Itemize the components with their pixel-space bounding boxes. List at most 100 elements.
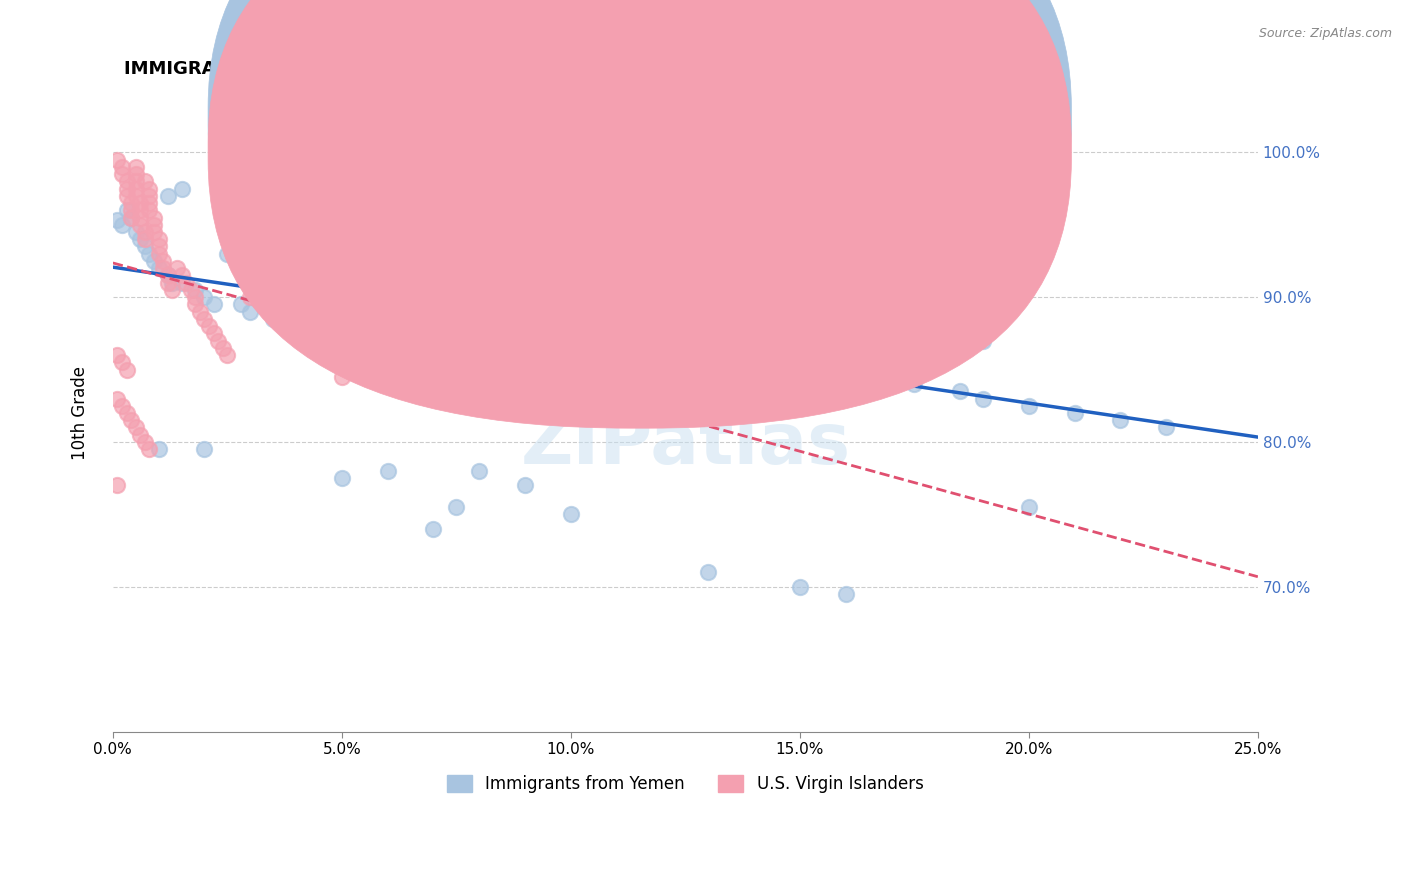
Point [152,261,174,276]
Point [115,406,138,420]
Point [138,181,160,195]
Point [170,181,193,195]
Point [1018,399,1040,413]
Point [120,413,142,427]
Point [156,268,179,283]
Point [115,188,138,202]
Point [202,326,225,341]
Point [156,188,179,202]
Point [129,211,152,225]
Point [111,167,134,181]
Point [120,211,142,225]
Point [377,377,399,392]
Point [927,319,949,334]
Point [148,246,170,260]
Point [217,348,239,362]
Point [789,290,811,304]
Point [537,348,560,362]
Point [217,196,239,211]
Point [115,174,138,188]
Point [353,334,375,348]
Point [134,232,156,246]
Point [972,334,994,348]
Point [858,377,880,392]
Point [491,334,513,348]
Point [697,276,720,290]
Point [606,246,628,260]
Point [308,283,330,297]
Point [262,297,284,311]
Point [651,261,673,276]
Point [202,297,225,311]
Point [148,261,170,276]
Point [858,311,880,326]
Point [789,580,811,594]
Point [285,276,308,290]
Point [184,283,207,297]
Point [129,218,152,232]
Point [766,290,789,304]
Point [129,196,152,211]
Point [446,500,468,515]
Point [697,566,720,580]
Point [560,508,582,522]
Point [468,341,491,355]
Point [628,348,651,362]
Point [134,434,156,449]
Point [143,218,166,232]
Point [239,188,262,202]
Point [742,283,765,297]
Point [628,254,651,268]
Point [162,283,184,297]
Point [138,188,160,202]
Point [188,304,211,318]
Point [111,399,134,413]
Text: R = -0.408    N = 48: R = -0.408 N = 48 [654,105,852,123]
Point [148,232,170,246]
Point [193,442,215,457]
Point [115,362,138,376]
Point [720,369,742,384]
Point [239,304,262,318]
Point [880,311,903,326]
Point [193,311,215,326]
Point [156,276,179,290]
Point [107,392,129,406]
Point [211,341,233,355]
Point [134,225,156,239]
Point [330,369,353,384]
Point [353,203,375,218]
Point [148,442,170,457]
Point [606,355,628,369]
Point [949,326,972,341]
Text: ZIPatlas: ZIPatlas [520,410,851,479]
Point [399,319,422,334]
Point [143,254,166,268]
Point [107,213,129,227]
Point [148,239,170,253]
Point [377,334,399,348]
Point [170,268,193,283]
Point [560,246,582,260]
Point [174,276,197,290]
Point [125,181,148,195]
Point [972,392,994,406]
Point [377,464,399,478]
Point [138,203,160,218]
Point [107,478,129,492]
Point [468,464,491,478]
Text: Source: ZipAtlas.com: Source: ZipAtlas.com [1258,27,1392,40]
Point [125,420,148,434]
Point [156,268,179,283]
Point [239,290,262,304]
Point [560,326,582,341]
Point [125,160,148,174]
Point [1018,500,1040,515]
Point [276,203,298,218]
Point [162,276,184,290]
Point [125,174,148,188]
Point [143,225,166,239]
Point [207,334,229,348]
Point [262,311,284,326]
Point [217,246,239,260]
